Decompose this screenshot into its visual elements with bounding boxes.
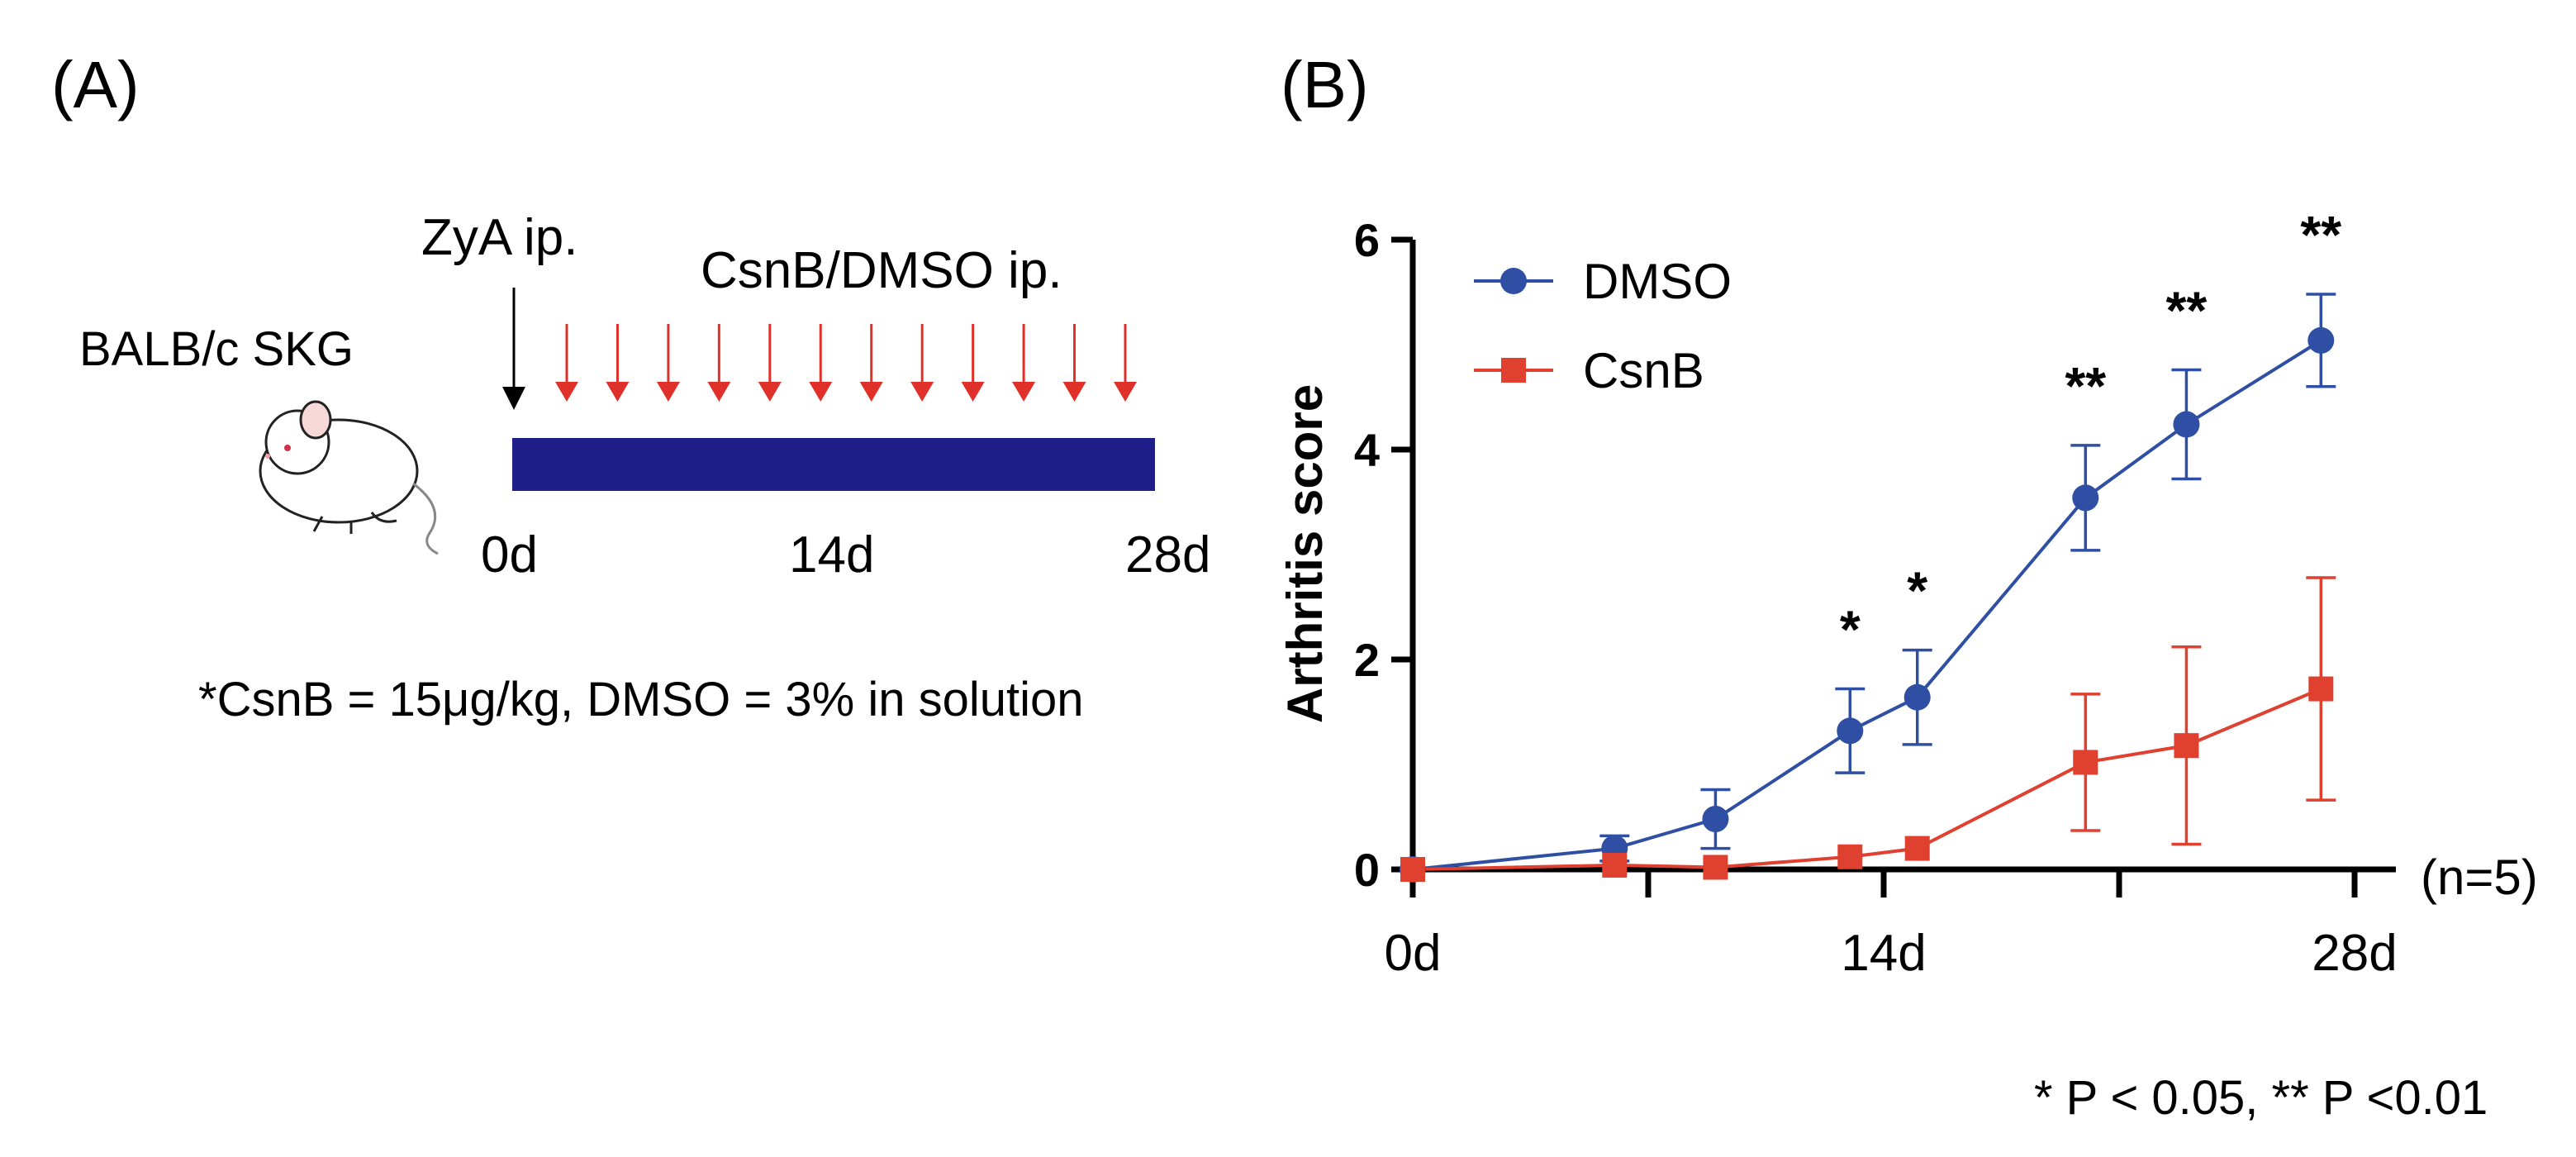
x-tick-label: 14d	[1841, 925, 1926, 982]
significance-marks: ********	[1840, 205, 2341, 659]
data-point-dmso	[2072, 484, 2099, 512]
data-point-dmso	[2307, 326, 2335, 354]
strain-label: BALB/c SKG	[79, 322, 354, 376]
timeline-bar	[512, 438, 1155, 491]
data-point-csnb	[2308, 676, 2334, 702]
significance-label: *	[1907, 561, 1927, 621]
significance-label: **	[2166, 280, 2208, 340]
injection-arrow	[758, 324, 782, 402]
injection-arrow	[809, 324, 833, 402]
data-point-csnb	[2174, 733, 2199, 759]
y-tick-label: 4	[1354, 424, 1380, 476]
injection-arrow	[1114, 324, 1137, 402]
error-bars	[1599, 293, 2336, 863]
data-point-dmso	[1903, 683, 1931, 711]
zya-arrow	[502, 288, 525, 410]
y-axis-title: Arthritis score	[1277, 384, 1333, 723]
pvalue-note: * P < 0.05, ** P <0.01	[2034, 1071, 2488, 1125]
legend-label: CsnB	[1583, 343, 1704, 398]
injection-arrow	[859, 324, 883, 402]
y-tick-label: 6	[1354, 214, 1380, 266]
mouse-icon	[259, 400, 439, 555]
y-tick-label: 0	[1354, 844, 1380, 896]
day-label-28: 28d	[1125, 526, 1210, 583]
injection-arrow	[555, 324, 578, 402]
injection-arrows	[555, 324, 1137, 402]
significance-label: **	[2065, 356, 2106, 416]
panel-a: (A) BALB/c SKG ZyA ip. CsnB/DMSO ip. 0d …	[51, 48, 1210, 726]
injection-arrow	[707, 324, 731, 402]
legend: DMSO CsnB	[1474, 254, 1732, 398]
data-point-csnb	[1400, 857, 1425, 882]
legend-label: DMSO	[1583, 254, 1732, 309]
injection-arrow	[1062, 324, 1086, 402]
panel-b-label: (B)	[1281, 48, 1369, 121]
data-point-csnb	[1904, 836, 1930, 861]
legend-item-csnb: CsnB	[1474, 343, 1704, 398]
n-label: (n=5)	[2421, 850, 2538, 905]
data-point-csnb	[1703, 855, 1728, 880]
series-line-csnb	[1412, 687, 2322, 871]
significance-label: **	[2300, 205, 2341, 264]
x-tick-label: 0d	[1385, 925, 1442, 982]
legend-marker	[1500, 268, 1527, 294]
y-tick-label: 2	[1354, 634, 1380, 686]
data-point-csnb	[2073, 750, 2098, 775]
data-point-csnb	[1837, 844, 1863, 869]
data-point-dmso	[1837, 717, 1864, 745]
series-lines	[1412, 339, 2322, 871]
data-point-csnb	[1602, 852, 1628, 878]
legend-item-dmso: DMSO	[1474, 254, 1732, 309]
injection-arrow	[656, 324, 680, 402]
injection-arrow	[910, 324, 934, 402]
day-label-14: 14d	[789, 526, 874, 583]
legend-marker	[1501, 358, 1526, 383]
dose-footnote: *CsnB = 15μg/kg, DMSO = 3% in solution	[198, 673, 1084, 726]
significance-label: *	[1840, 600, 1861, 659]
injection-arrow	[961, 324, 985, 402]
injection-arrow	[1012, 324, 1036, 402]
treatment-label: CsnB/DMSO ip.	[701, 242, 1062, 299]
zya-label: ZyA ip.	[421, 209, 578, 266]
chart-axes: 0 2 4 6 0d 14d 28d	[1354, 214, 2398, 982]
series-line-dmso	[1412, 339, 2322, 871]
series-markers	[1400, 326, 2335, 883]
data-point-dmso	[1702, 806, 1729, 833]
day-label-0: 0d	[481, 526, 538, 583]
x-tick-label: 28d	[2312, 925, 2397, 982]
data-point-dmso	[2173, 411, 2200, 438]
injection-arrow	[606, 324, 630, 402]
panel-a-label: (A)	[51, 48, 140, 121]
